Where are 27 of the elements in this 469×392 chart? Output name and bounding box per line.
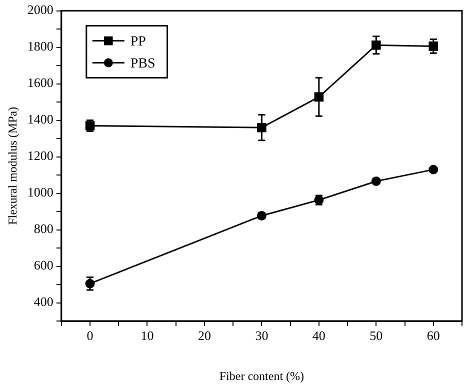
x-tick-label: 30 [255, 328, 268, 344]
point [371, 176, 381, 186]
y-tick-label: 600 [34, 258, 54, 273]
y-axis-title: Flexural modulus (MPa) [5, 106, 20, 225]
point [428, 164, 438, 174]
x-tick-label: 10 [140, 328, 154, 344]
x-tick-label: 60 [426, 328, 440, 344]
y-tick-label: 1200 [27, 148, 54, 164]
legend-label: PBS [130, 56, 156, 72]
y-tick-label: 1000 [27, 184, 54, 200]
x-tick-label: 20 [198, 328, 211, 344]
point [257, 122, 266, 132]
point [428, 42, 438, 51]
x-tick-label: 0 [86, 328, 94, 344]
y-tick-label: 1800 [27, 38, 54, 54]
y-tick-label: 400 [34, 294, 54, 310]
x-axis-title: Fiber content (%) [219, 368, 304, 383]
point [314, 92, 324, 102]
y-tick-label: 2000 [27, 2, 54, 18]
point [372, 40, 381, 50]
point [85, 278, 95, 288]
x-tick-label: 40 [312, 328, 326, 344]
y-tick-label: 1600 [27, 75, 54, 90]
x-tick-label: 50 [370, 328, 383, 344]
y-tick-label: 800 [34, 221, 54, 236]
legend-label: PP [130, 34, 146, 50]
y-tick-label: 1400 [27, 112, 54, 127]
